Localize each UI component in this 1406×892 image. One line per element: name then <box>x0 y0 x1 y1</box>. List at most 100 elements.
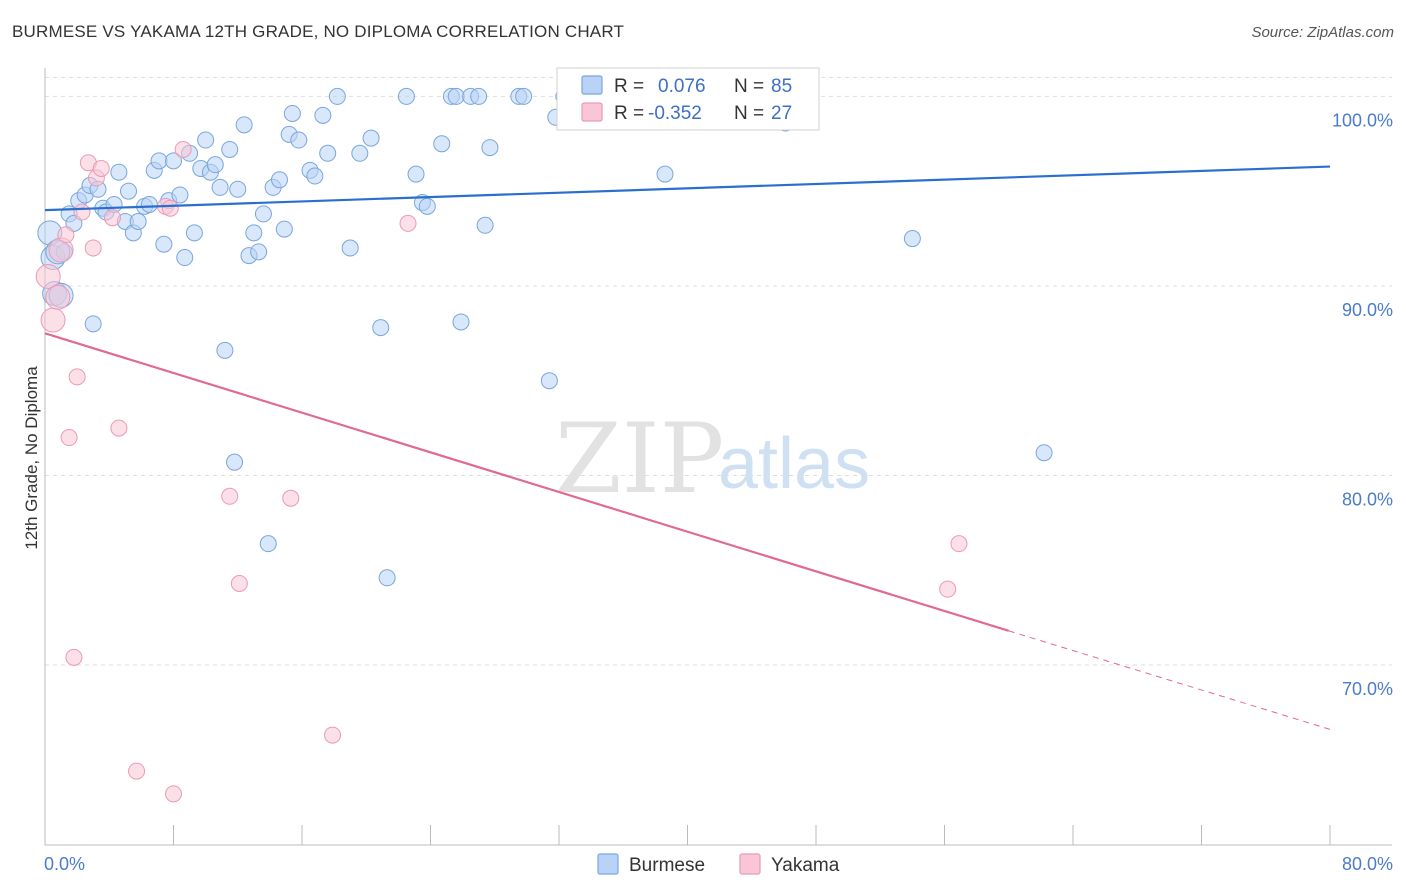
burmese-trend-line <box>44 165 1331 212</box>
series-legend-label-burmese: Burmese <box>629 855 705 876</box>
legend-n-value: 27 <box>771 103 792 124</box>
burmese-point <box>150 152 168 170</box>
yakama-point <box>84 239 102 257</box>
ticks-layer: 70.0% 80.0% 90.0% 100.0% 0.0% 80.0% <box>44 110 1393 874</box>
burmese-point <box>259 535 277 553</box>
yakama-point <box>950 535 968 553</box>
burmese-point <box>129 213 147 231</box>
legend-swatch-blue <box>581 75 603 95</box>
burmese-point <box>84 315 102 333</box>
burmese-point <box>197 131 215 149</box>
legend-r-value: 0.076 <box>658 76 706 97</box>
y-axis-label: 12th Grade, No Diploma <box>22 366 41 550</box>
yakama-point <box>92 159 110 177</box>
burmese-point <box>1035 444 1053 462</box>
grid-layer <box>45 76 1392 666</box>
burmese-point <box>226 453 244 471</box>
burmese-point <box>447 87 465 105</box>
yakama-point <box>282 489 300 507</box>
yakama-point <box>110 419 128 437</box>
burmese-point <box>407 165 425 183</box>
burmese-point <box>120 182 138 200</box>
legend-n-label: N = <box>734 103 764 124</box>
yakama-point <box>40 307 66 333</box>
legend-r-label: R = <box>614 103 644 124</box>
legend-n-label: N = <box>734 76 764 97</box>
burmese-point <box>452 313 470 331</box>
series-legend-swatch-yakama <box>739 853 761 875</box>
burmese-point <box>254 205 272 223</box>
points-layer <box>35 87 1053 803</box>
burmese-point <box>341 239 359 257</box>
burmese-point <box>155 235 173 253</box>
yakama-point <box>161 199 179 217</box>
yakama-point <box>57 226 75 244</box>
yakama-point <box>174 140 192 158</box>
chart-title: BURMESE VS YAKAMA 12TH GRADE, NO DIPLOMA… <box>12 22 625 41</box>
burmese-point <box>275 220 293 238</box>
burmese-point <box>351 144 369 162</box>
y-tick-label: 70.0% <box>1342 679 1393 699</box>
yakama-point <box>221 487 239 505</box>
x-tick-label: 80.0% <box>1342 854 1393 874</box>
burmese-point <box>481 139 499 157</box>
burmese-point <box>328 87 346 105</box>
burmese-point <box>271 171 289 189</box>
burmese-point <box>314 106 332 124</box>
burmese-point <box>171 186 189 204</box>
yakama-trend-extension <box>1008 630 1331 730</box>
burmese-point <box>362 129 380 147</box>
burmese-point <box>378 569 396 587</box>
yakama-point <box>324 726 342 744</box>
burmese-point <box>397 87 415 105</box>
yakama-point <box>60 429 78 447</box>
burmese-point <box>656 165 674 183</box>
burmese-point <box>306 167 324 185</box>
trend-layer <box>44 165 1331 730</box>
burmese-point <box>165 152 182 170</box>
x-tick-label: 0.0% <box>44 854 85 874</box>
burmese-point <box>418 197 436 215</box>
yakama-point <box>230 574 248 592</box>
watermark: ZIP atlas <box>555 403 870 515</box>
burmese-point <box>211 178 229 196</box>
y-tick-label: 90.0% <box>1342 300 1393 320</box>
burmese-point <box>140 195 158 213</box>
burmese-point <box>372 319 390 337</box>
burmese-point <box>229 180 247 198</box>
burmese-point <box>216 341 234 359</box>
yakama-point <box>73 203 91 221</box>
yakama-trend-line <box>44 332 1010 632</box>
burmese-point <box>250 243 268 261</box>
burmese-point <box>176 249 194 267</box>
burmese-point <box>903 230 921 248</box>
legend-r-label: R = <box>614 76 644 97</box>
burmese-point <box>476 216 494 234</box>
legend-n-value: 85 <box>771 76 792 97</box>
series-legend-swatch-burmese <box>597 853 619 875</box>
yakama-point <box>399 214 417 232</box>
yakama-point <box>939 580 957 598</box>
yakama-point <box>65 648 83 666</box>
yakama-point <box>35 263 61 289</box>
burmese-point <box>515 87 533 105</box>
watermark-atlas: atlas <box>718 424 870 504</box>
burmese-point <box>185 224 203 242</box>
yakama-point <box>45 284 71 310</box>
burmese-point <box>290 131 308 149</box>
yakama-point <box>68 368 86 386</box>
series-legend: Burmese Yakama <box>597 853 840 876</box>
series-legend-label-yakama: Yakama <box>771 855 840 876</box>
burmese-point <box>110 163 128 181</box>
y-tick-label: 100.0% <box>1332 110 1393 130</box>
yakama-point <box>165 785 182 803</box>
watermark-zip: ZIP <box>555 403 724 515</box>
yakama-point <box>103 209 121 227</box>
burmese-point <box>283 104 301 122</box>
burmese-point <box>470 87 488 105</box>
source-credit: Source: ZipAtlas.com <box>1251 24 1394 41</box>
stats-legend: R = 0.076 N = 85 R = -0.352 N = 27 <box>556 67 820 131</box>
axes-layer <box>44 68 1392 846</box>
burmese-point <box>433 135 451 153</box>
